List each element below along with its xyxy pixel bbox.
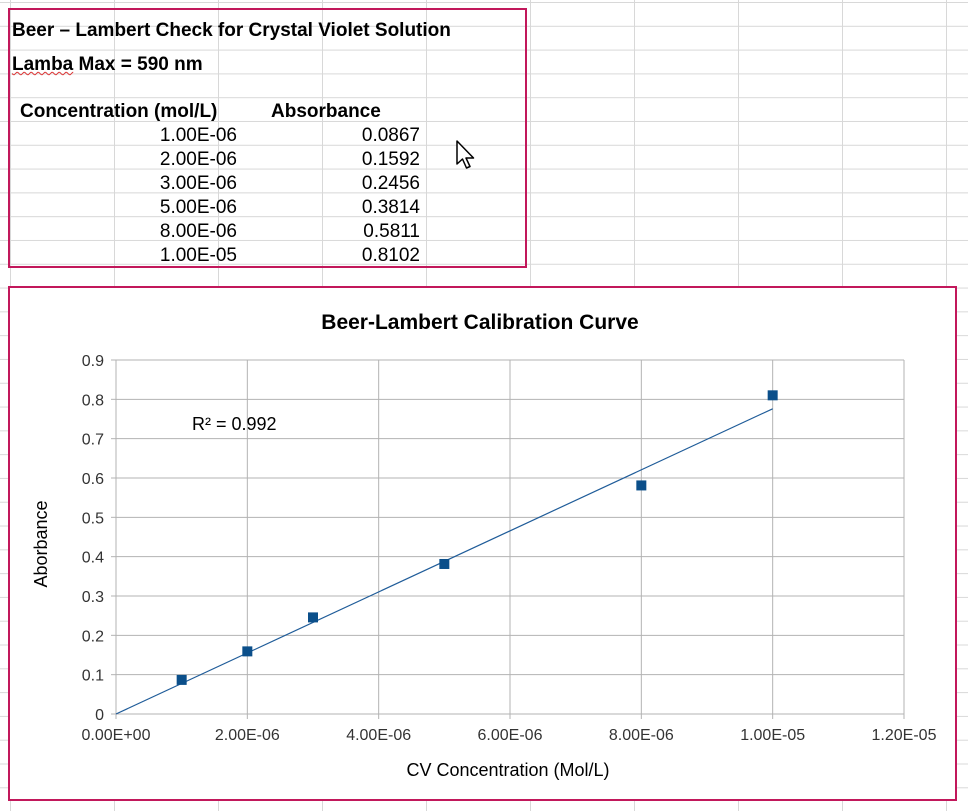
chart-object[interactable]: Beer-Lambert Calibration Curve 0 0.1 0.2 0.… — [8, 286, 957, 801]
cell-absorbance[interactable]: 0.2456 — [361, 173, 420, 194]
sheet-title: Beer – Lambert Check for Crystal Violet … — [12, 20, 451, 41]
cell-absorbance[interactable]: 0.3814 — [361, 197, 420, 218]
column-header-absorbance: Absorbance — [271, 101, 381, 122]
data-point-marker — [176, 674, 187, 685]
data-point-marker — [767, 390, 778, 401]
cell-concentration[interactable]: 1.00E-05 — [159, 245, 237, 266]
x-tick-label: 6.00E-06 — [478, 727, 543, 744]
cell-absorbance[interactable]: 0.1592 — [361, 149, 420, 170]
x-tick-label: 0.00E+00 — [82, 727, 151, 744]
data-table-region: Beer – Lambert Check for Crystal Violet … — [8, 8, 527, 268]
y-tick-label: 0.6 — [82, 471, 104, 488]
data-point-marker — [242, 646, 253, 657]
r-squared-annotation: R² = 0.992 — [192, 414, 277, 434]
cell-absorbance[interactable]: 0.0867 — [361, 125, 420, 146]
y-tick-label: 0.4 — [82, 550, 104, 567]
y-tick-label: 0.2 — [82, 628, 104, 645]
x-tick-label: 4.00E-06 — [346, 727, 411, 744]
column-header-concentration: Concentration (mol/L) — [20, 101, 218, 122]
y-tick-label: 0.3 — [82, 589, 104, 606]
y-tick-label: 0.5 — [82, 510, 104, 527]
x-axis-ticks: 0.00E+00 2.00E-06 4.00E-06 6.00E-06 8.00E-06… — [82, 727, 937, 744]
y-tick-label: 0.8 — [82, 392, 104, 409]
cell-absorbance[interactable]: 0.5811 — [363, 221, 420, 242]
data-points — [176, 390, 778, 685]
cell-concentration[interactable]: 2.00E-06 — [159, 149, 237, 170]
x-tick-label: 2.00E-06 — [215, 727, 280, 744]
y-axis-label: Aborbance — [31, 500, 51, 587]
y-tick-label: 0.9 — [82, 353, 104, 370]
y-axis-ticks: 0 0.1 0.2 0.3 0.4 0.5 0.6 0.7 0.8 0.9 — [82, 353, 104, 724]
scatter-chart: Beer-Lambert Calibration Curve 0 0.1 0.2 0.… — [31, 311, 937, 780]
spellcheck-word: Lamba — [12, 54, 74, 75]
x-tick-label: 1.00E-05 — [740, 727, 805, 744]
x-tick-label: 8.00E-06 — [609, 727, 674, 744]
data-point-marker — [636, 480, 647, 491]
data-point-marker — [308, 612, 318, 623]
mouse-pointer-icon — [456, 140, 475, 169]
cell-concentration[interactable]: 1.00E-06 — [159, 125, 237, 146]
y-tick-label: 0 — [95, 707, 104, 724]
cell-concentration[interactable]: 5.00E-06 — [159, 197, 237, 218]
chart-title: Beer-Lambert Calibration Curve — [321, 311, 638, 334]
cell-concentration[interactable]: 8.00E-06 — [159, 221, 237, 242]
y-tick-label: 0.7 — [82, 432, 104, 449]
cell-concentration[interactable]: 3.00E-06 — [159, 173, 237, 194]
x-tick-label: 1.20E-05 — [872, 727, 937, 744]
cell-absorbance[interactable]: 0.8102 — [361, 245, 420, 266]
sheet-subtitle: Lamba Max = 590 nm — [12, 54, 203, 76]
x-axis-label: CV Concentration (Mol/L) — [406, 760, 609, 780]
data-point-marker — [439, 558, 450, 569]
subtitle-text: Max = 590 nm — [73, 54, 203, 75]
y-tick-label: 0.1 — [82, 668, 104, 685]
